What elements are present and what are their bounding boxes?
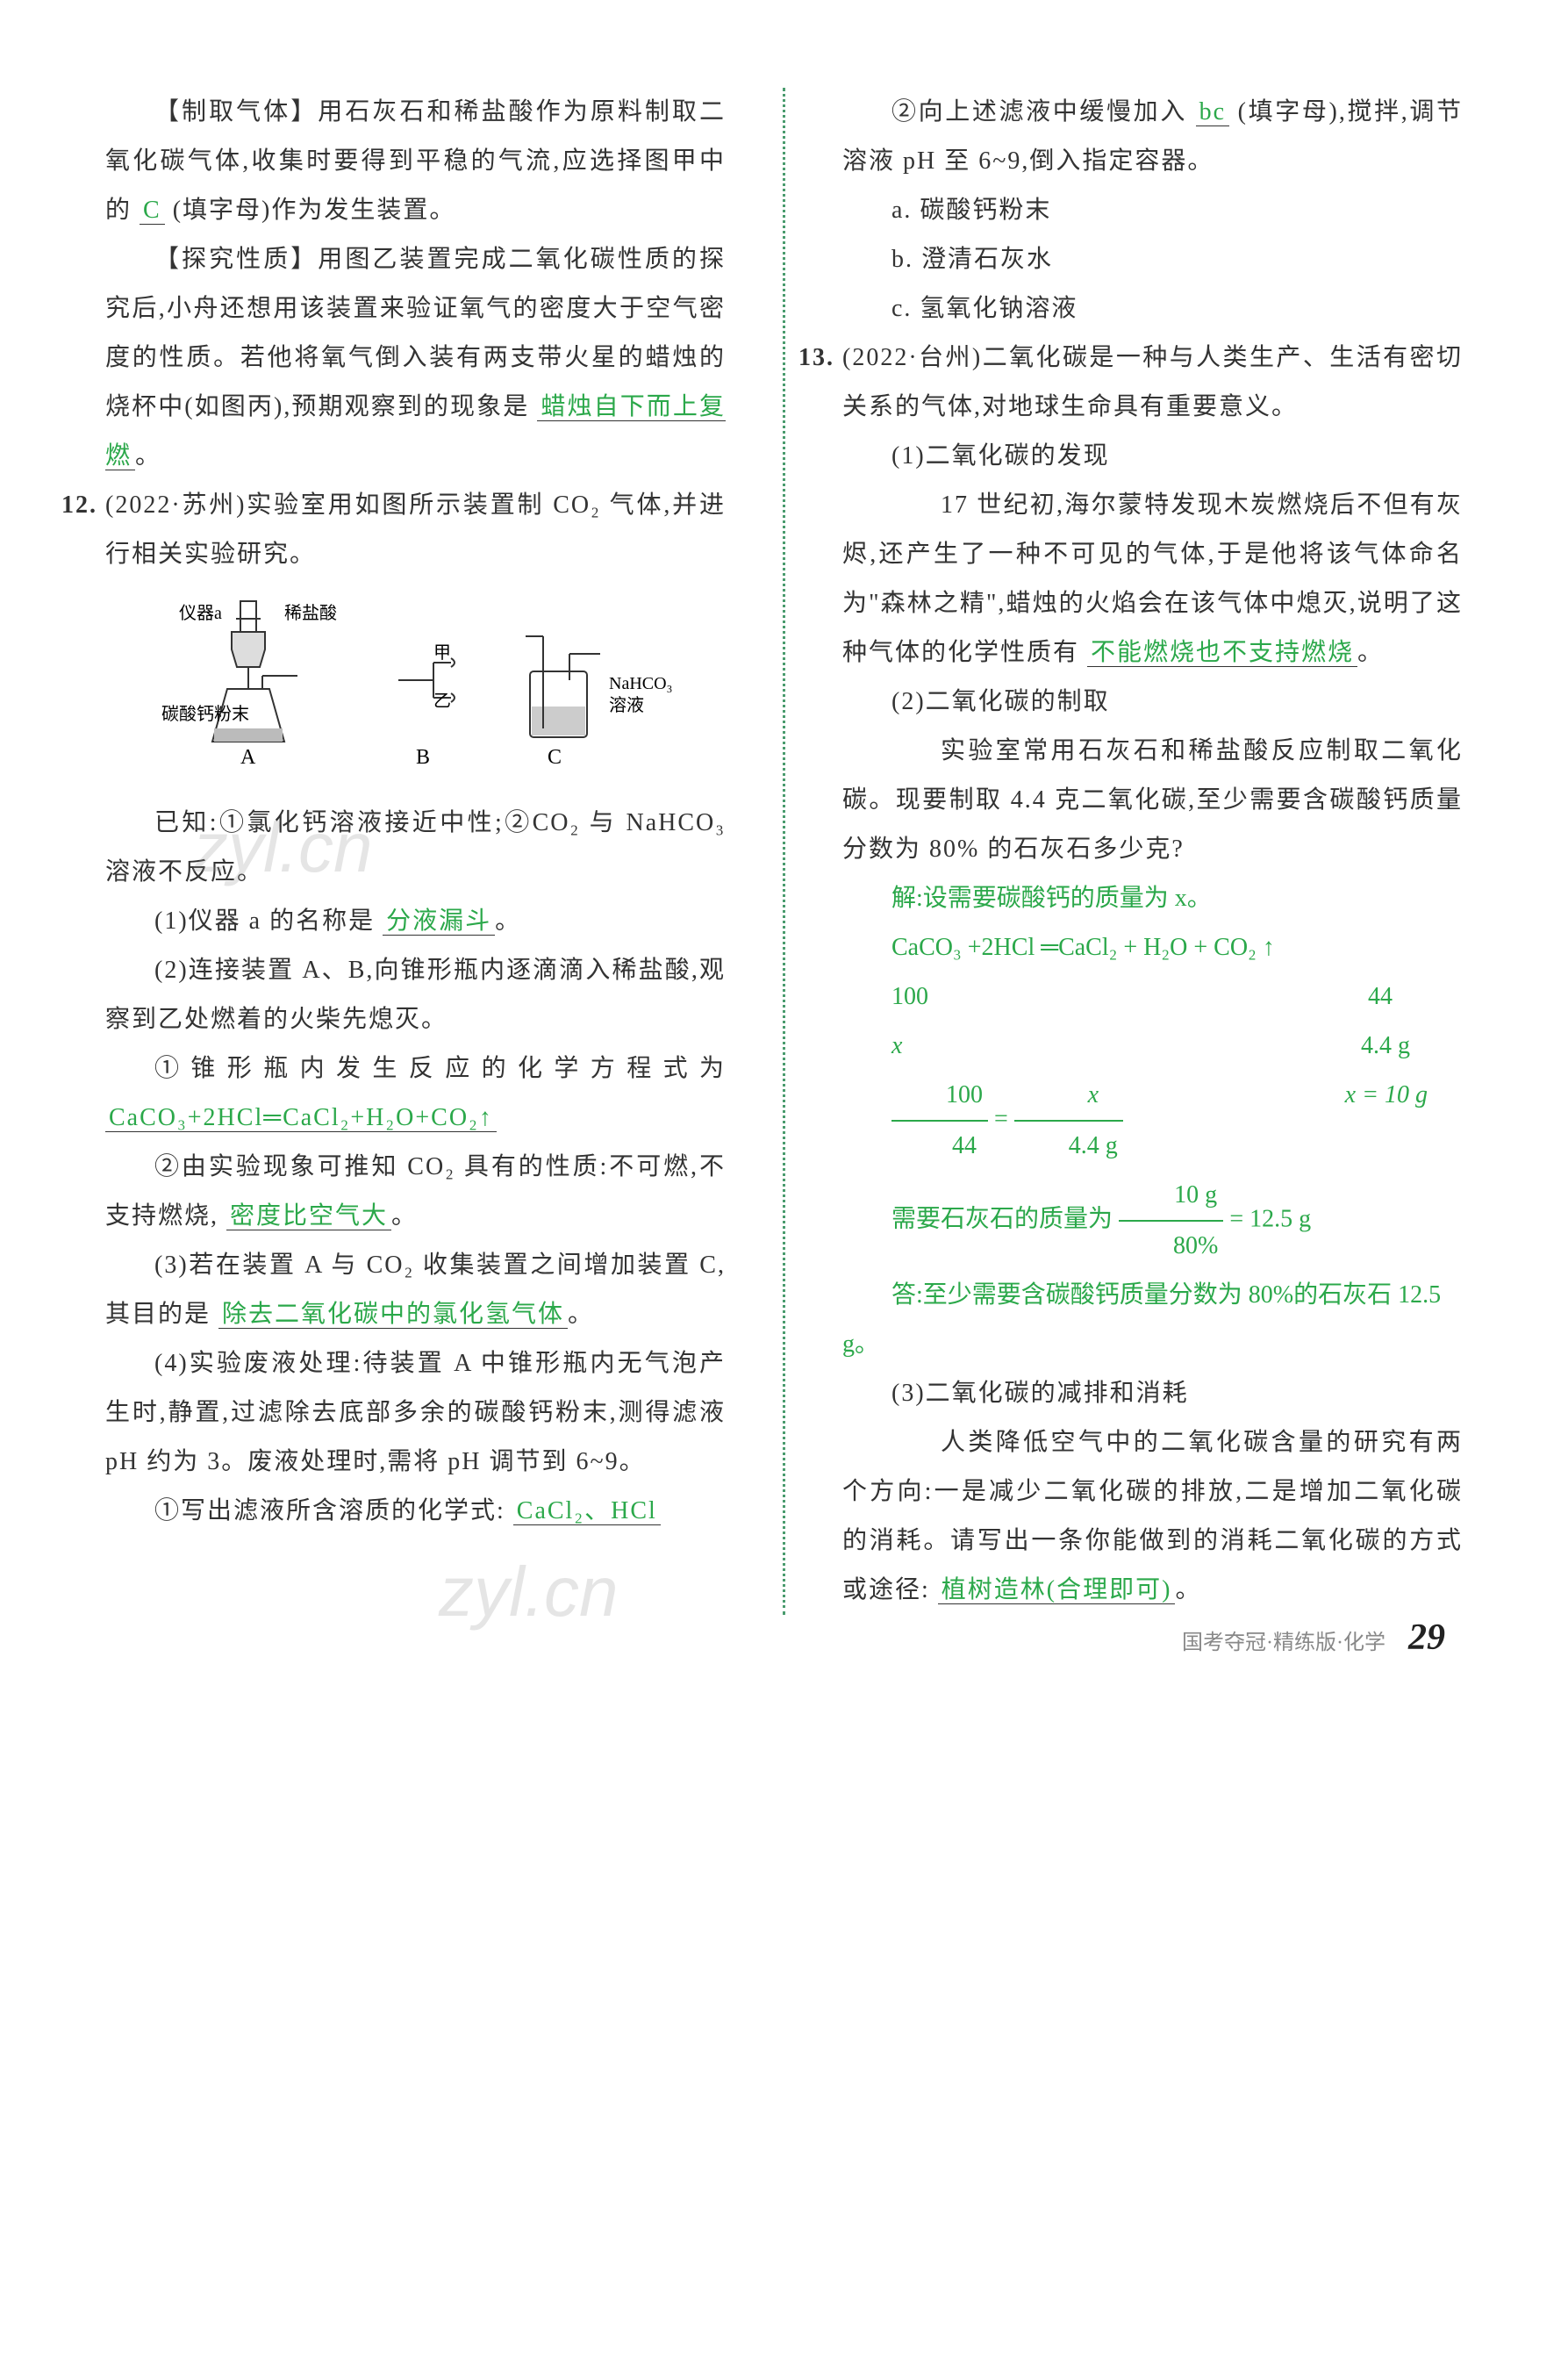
right-column: ②向上述滤液中缓慢加入 bc (填字母),搅拌,调节溶液 pH 至 6~9,倒入… (842, 88, 1463, 1615)
q12-diagram: 仪器a 稀盐酸 碳酸钙粉末 甲 乙 (105, 592, 726, 785)
mass-row: 100 44 (842, 972, 1463, 1022)
q12-opt-b: b. 澄清石灰水 (842, 235, 1463, 284)
q12-p4-1-text: ①写出滤液所含溶质的化学式: (154, 1497, 505, 1524)
prep-gas-text2: (填字母)作为发生装置。 (173, 197, 456, 224)
solution-answer: 答:至少需要含碳酸钙质量分数为 80%的石灰石 12.5 g。 (842, 1271, 1463, 1369)
q13-p2-text: 实验室常用石灰石和稀盐酸反应制取二氧化碳。现要制取 4.4 克二氧化碳,至少需要… (842, 727, 1463, 874)
frac-left: 100 44 (891, 1071, 988, 1171)
var-row: x 4.4 g (842, 1022, 1463, 1071)
proportion-row: 100 44 = x 4.4 g x = 10 g (842, 1071, 1463, 1171)
q12-p1-answer: 分液漏斗 (383, 907, 495, 936)
q12-p3-end: 。 (568, 1301, 594, 1328)
q13-p3-end: 。 (1175, 1576, 1201, 1603)
label-jia: 甲 (433, 643, 451, 663)
label-B: B (416, 746, 430, 768)
prep-gas-answer: C (140, 197, 165, 225)
q12-opt-c: c. 氢氧化钠溶液 (842, 284, 1463, 334)
q12-p2-2: ②由实验现象可推知 CO₂ 具有的性质:不可燃,不支持燃烧, 密度比空气大。 (105, 1143, 726, 1241)
q12-p3: (3)若在装置 A 与 CO₂ 收集装置之间增加装置 C,其目的是 除去二氧化碳… (105, 1241, 726, 1339)
frac-right: x 4.4 g (1014, 1071, 1123, 1171)
apparatus-svg: 仪器a 稀盐酸 碳酸钙粉末 甲 乙 (153, 592, 679, 768)
column-divider (783, 88, 785, 1615)
q12-p2-1-answer: CaCO₃+2HCl═CaCl₂+H₂O+CO₂↑ (105, 1104, 497, 1132)
footer-text: 国考夺冠·精练版·化学 (1182, 1632, 1385, 1654)
label-C: C (548, 746, 562, 768)
page-container: 【制取气体】用石灰石和稀盐酸作为原料制取二氧化碳气体,收集时要得到平稳的气流,应… (105, 88, 1463, 1615)
lime-text: 需要石灰石的质量为 (891, 1205, 1113, 1232)
mass-right: 44 (1319, 972, 1393, 1022)
q13-p2-title: (2)二氧化碳的制取 (842, 678, 1463, 727)
explore-block: 【探究性质】用图乙装置完成二氧化碳性质的探究后,小舟还想用该装置来验证氧气的密度… (105, 235, 726, 481)
q12-source: (2022·苏州) (105, 491, 246, 519)
q12-p2-1-text: ①锥形瓶内发生反应的化学方程式为 (154, 1055, 726, 1082)
page-number: 29 (1408, 1617, 1445, 1658)
label-powder: 碳酸钙粉末 (161, 704, 249, 724)
result: x = 10 g (1296, 1071, 1428, 1171)
q12-p4-2-answer: bc (1196, 98, 1229, 126)
label-acid: 稀盐酸 (284, 603, 337, 623)
explore-end: 。 (135, 442, 161, 470)
q12-p4-2-text: ②向上述滤液中缓慢加入 (891, 98, 1187, 126)
q13-source: (2022·台州) (842, 344, 982, 371)
q12-p2-1: ①锥形瓶内发生反应的化学方程式为 CaCO₃+2HCl═CaCl₂+H₂O+CO… (105, 1044, 726, 1143)
label-A: A (240, 746, 256, 768)
q12-p2-2-answer: 密度比空气大 (226, 1202, 391, 1230)
q13-p3-answer: 植树造林(合理即可) (938, 1576, 1176, 1604)
proportion: 100 44 = x 4.4 g (842, 1071, 1123, 1171)
q12-p2-2-end: 。 (391, 1202, 418, 1230)
q12-block: 12.(2022·苏州)实验室用如图所示装置制 CO₂ 气体,并进行相关实验研究… (105, 481, 726, 579)
q12-p4: (4)实验废液处理:待装置 A 中锥形瓶内无气泡产生时,静置,过滤除去底部多余的… (105, 1339, 726, 1487)
solution-line1: 解:设需要碳酸钙的质量为 x。 (842, 874, 1463, 923)
q12-p1: (1)仪器 a 的名称是 分液漏斗。 (105, 897, 726, 946)
q12-p1-end: 。 (495, 907, 521, 935)
label-instrument-a: 仪器a (179, 604, 222, 623)
solution-equation: CaCO₃ +2HCl ═CaCl₂ + H₂O + CO₂ ↑ (842, 923, 1463, 972)
q12-p4-1: ①写出滤液所含溶质的化学式: CaCl₂、HCl (105, 1487, 726, 1536)
q12-number: 12. (61, 481, 105, 530)
label-solution: 溶液 (609, 695, 644, 715)
var-left: x (842, 1022, 902, 1071)
q12-p1-text: (1)仪器 a 的名称是 (154, 907, 375, 935)
q12-p2: (2)连接装置 A、B,向锥形瓶内逐滴滴入稀盐酸,观察到乙处燃着的火柴先熄灭。 (105, 946, 726, 1044)
label-nahco3: NaHCO₃ (609, 674, 673, 693)
label-yi: 乙 (433, 692, 451, 711)
mass-left: 100 (842, 972, 928, 1022)
page-footer: 国考夺冠·精练版·化学 29 (1182, 1617, 1445, 1659)
q12-p3-answer: 除去二氧化碳中的氯化氢气体 (218, 1301, 568, 1329)
q13-p1-answer: 不能燃烧也不支持燃烧 (1087, 639, 1357, 667)
lime-result: = 12.5 g (1229, 1205, 1311, 1232)
var-right: 4.4 g (1312, 1022, 1410, 1071)
q13-number: 13. (798, 334, 842, 383)
q13-p3: 人类降低空气中的二氧化碳含量的研究有两个方向:一是减少二氧化碳的排放,二是增加二… (842, 1418, 1463, 1615)
explore-label: 【探究性质】 (154, 246, 318, 273)
q13-p1-title: (1)二氧化碳的发现 (842, 432, 1463, 481)
q12-known: 已知:①氯化钙溶液接近中性;②CO₂ 与 NaHCO₃ 溶液不反应。 (105, 799, 726, 897)
lime-frac: 10 g 80% (1119, 1171, 1223, 1271)
q12-p4-2: ②向上述滤液中缓慢加入 bc (填字母),搅拌,调节溶液 pH 至 6~9,倒入… (842, 88, 1463, 186)
q12-p4-1-answer: CaCl₂、HCl (513, 1497, 661, 1525)
prep-gas-label: 【制取气体】 (154, 98, 318, 126)
lime-calc: 需要石灰石的质量为 10 g 80% = 12.5 g (842, 1171, 1463, 1271)
left-column: 【制取气体】用石灰石和稀盐酸作为原料制取二氧化碳气体,收集时要得到平稳的气流,应… (105, 88, 726, 1615)
prep-gas-block: 【制取气体】用石灰石和稀盐酸作为原料制取二氧化碳气体,收集时要得到平稳的气流,应… (105, 88, 726, 235)
q13-p3-title: (3)二氧化碳的减排和消耗 (842, 1369, 1463, 1418)
q13-p1-end: 。 (1357, 639, 1384, 666)
q13-p1: 17 世纪初,海尔蒙特发现木炭燃烧后不但有灰烬,还产生了一种不可见的气体,于是他… (842, 481, 1463, 678)
q13-block: 13.(2022·台州)二氧化碳是一种与人类生产、生活有密切关系的气体,对地球生… (842, 334, 1463, 432)
q12-opt-a: a. 碳酸钙粉末 (842, 186, 1463, 235)
